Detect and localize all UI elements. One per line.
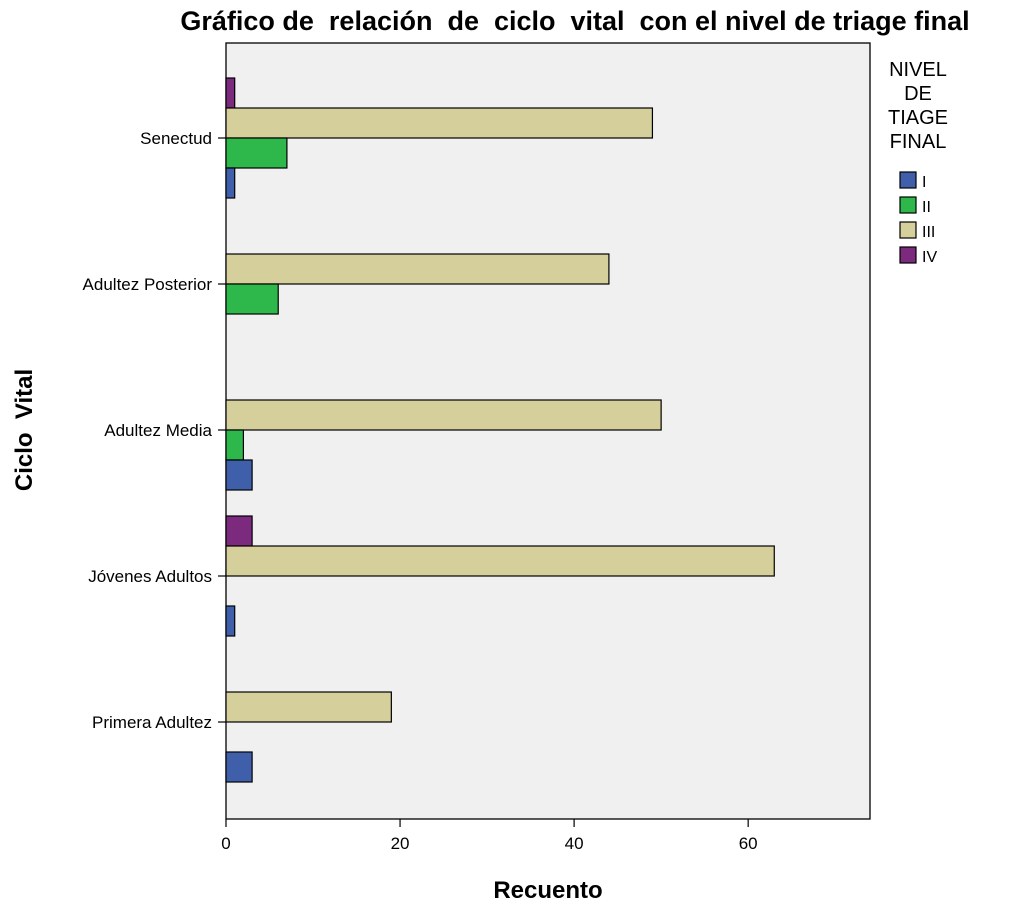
bar-senectud-iv xyxy=(225,77,236,109)
bar-primera-adultez-i xyxy=(225,751,253,783)
legend-label-i: I xyxy=(922,174,926,191)
x-tick-label-40: 40 xyxy=(565,834,584,853)
legend-swatch-i xyxy=(899,171,917,189)
x-tick-label-20: 20 xyxy=(391,834,410,853)
legend-title-line: NIVEL xyxy=(889,59,947,81)
bar-jovenes-adultos-i xyxy=(225,605,236,637)
y-tick-label-senectud: Senectud xyxy=(140,129,212,148)
y-tick-label-adultez-posterior: Adultez Posterior xyxy=(83,275,213,294)
y-axis-title: Ciclo Vital xyxy=(11,369,38,491)
bar-jovenes-adultos-iv xyxy=(225,515,253,547)
bar-adultez-media-ii xyxy=(225,429,245,461)
bar-senectud-i xyxy=(225,167,236,199)
legend-label-ii: II xyxy=(922,199,931,216)
y-tick-label-jovenes-adultos: Jóvenes Adultos xyxy=(88,567,212,586)
legend-title-line: DE xyxy=(904,83,932,105)
x-axis-title: Recuento xyxy=(493,877,602,904)
x-tick-label-0: 0 xyxy=(221,834,230,853)
legend-swatch-iii xyxy=(899,221,917,239)
bar-primera-adultez-iii xyxy=(225,691,392,723)
bar-jovenes-adultos-iii xyxy=(225,545,775,577)
legend-label-iv: IV xyxy=(922,249,937,266)
bar-adultez-media-iii xyxy=(225,399,662,431)
legend-title-line: TIAGE xyxy=(888,107,948,129)
y-tick-label-adultez-media: Adultez Media xyxy=(104,421,212,440)
x-tick-label-60: 60 xyxy=(739,834,758,853)
plot-area xyxy=(225,42,871,820)
bar-senectud-ii xyxy=(225,137,288,169)
y-axis-ticks: Senectud Adultez Posterior Adultez Media Jó… xyxy=(83,129,226,732)
bar-senectud-iii xyxy=(225,107,654,139)
bar-adultez-posterior-ii xyxy=(225,283,279,315)
legend-title-line: FINAL xyxy=(890,131,947,153)
bar-adultez-media-i xyxy=(225,459,253,491)
legend-swatch-iv xyxy=(899,246,917,264)
bar-adultez-posterior-iii xyxy=(225,253,610,285)
legend-swatch-ii xyxy=(899,196,917,214)
y-tick-label-primera-adultez: Primera Adultez xyxy=(92,713,212,732)
legend-label-iii: III xyxy=(922,224,935,241)
chart-title: Gráfico de relación de ciclo vital con e… xyxy=(180,6,969,36)
x-axis-ticks: 0 20 40 60 xyxy=(221,819,758,853)
bars xyxy=(225,77,775,783)
